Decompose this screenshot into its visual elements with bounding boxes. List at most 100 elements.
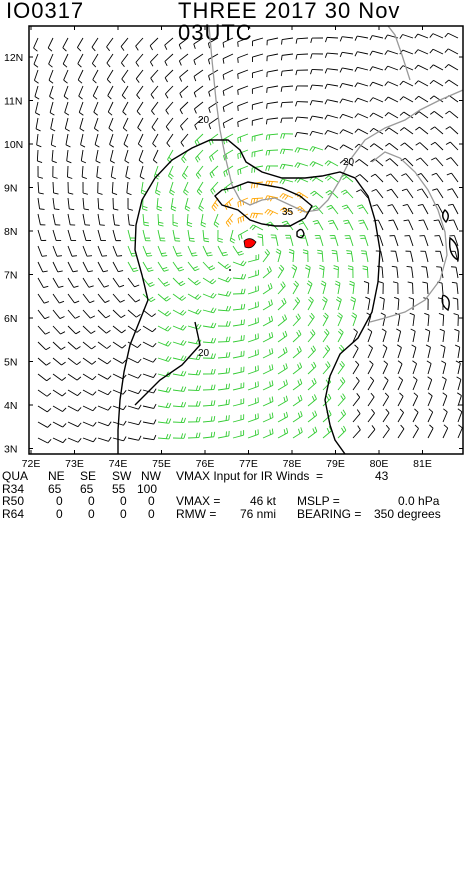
wind-barb: [53, 438, 66, 443]
wind-barb: [349, 281, 354, 294]
lat-label: 5N: [4, 357, 17, 369]
wind-barb: [203, 308, 216, 313]
wind-barb: [38, 310, 49, 319]
wind-barb: [68, 278, 79, 287]
wind-barb: [83, 438, 96, 442]
wind-barb: [310, 147, 323, 152]
wind-barb: [151, 102, 158, 115]
wind-barb: [96, 150, 100, 163]
wind-barb: [311, 54, 323, 59]
wind-barb: [158, 310, 171, 316]
wind-barb: [203, 369, 215, 374]
wind-barb: [173, 230, 180, 241]
wind-barb: [218, 230, 223, 242]
wind-barb: [335, 281, 340, 294]
wind-barb: [218, 384, 230, 390]
wind-barb: [425, 329, 430, 342]
wind-barb: [368, 425, 375, 438]
wind-barb: [171, 198, 176, 211]
wind-barb: [353, 361, 359, 374]
wind-barb: [128, 405, 141, 409]
wind-barb: [411, 329, 415, 342]
wind-barb: [38, 406, 51, 412]
wind-barb: [65, 118, 69, 131]
wind-barb: [372, 189, 383, 198]
wind-barb: [417, 189, 428, 198]
wind-barb: [83, 294, 94, 303]
wind-barb: [53, 374, 66, 380]
wind-barb: [442, 377, 446, 390]
wind-barb: [340, 99, 353, 103]
wind-barb: [342, 205, 353, 214]
wind-barb: [199, 198, 204, 211]
wind-barb: [179, 38, 188, 49]
wind-barb: [238, 134, 248, 143]
wind-barb: [370, 98, 383, 102]
lat-label: 10N: [4, 139, 23, 151]
wind-barb: [143, 326, 156, 332]
wind-barb: [128, 294, 140, 302]
wind-barb: [98, 230, 106, 241]
wind-barb: [370, 82, 383, 86]
wind-barb: [418, 204, 428, 214]
wind-barb: [280, 179, 293, 184]
wind-barb: [209, 150, 218, 162]
wind-barb: [390, 236, 398, 246]
wind-barb: [203, 230, 209, 242]
wind-barb: [278, 347, 287, 358]
wind-barb: [158, 403, 171, 408]
wind-barb: [343, 220, 353, 230]
wind-barb: [38, 358, 50, 365]
wind-barb: [38, 422, 51, 427]
wind-barb: [78, 54, 83, 67]
wind-barb: [51, 134, 56, 147]
wind-barb: [98, 374, 111, 379]
wind-barb: [37, 150, 42, 163]
wind-barb: [278, 315, 287, 326]
wind-barb: [285, 235, 293, 246]
wind-barb: [170, 182, 175, 195]
wind-barb: [98, 358, 111, 364]
wind-barb: [153, 134, 158, 147]
wind-barb: [98, 294, 109, 303]
wind-barb: [173, 325, 186, 330]
wind-barb: [355, 36, 368, 41]
wind-barb: [68, 326, 80, 334]
wind-barb: [325, 84, 338, 89]
wind-barb: [371, 174, 383, 182]
wind-barb: [267, 38, 278, 45]
wind-barb: [98, 390, 111, 395]
wind-barb: [267, 70, 278, 77]
wind-barb: [98, 437, 111, 441]
wind-barb: [325, 130, 338, 134]
wind-barb: [446, 127, 458, 134]
wind-barb: [428, 377, 432, 390]
wind-barb: [83, 214, 90, 225]
wind-barb: [203, 432, 215, 438]
wind-barb: [289, 249, 294, 262]
wind-barb: [278, 380, 287, 390]
wind-barb: [218, 262, 231, 269]
wind-barb: [218, 306, 231, 311]
wind-barb: [143, 373, 156, 377]
wind-barb: [295, 163, 308, 168]
wind-barb: [203, 338, 216, 343]
wind-barb: [218, 368, 230, 374]
wind-barb: [92, 38, 98, 51]
wind-barb: [68, 438, 81, 442]
wind-barb: [454, 329, 459, 342]
wind-barb: [238, 230, 248, 240]
wind-barb: [368, 345, 373, 358]
coastlines: [209, 22, 463, 322]
wind-barb: [385, 113, 398, 118]
wind-barb: [158, 434, 171, 439]
wind-barb: [158, 262, 169, 271]
wind-barb: [111, 166, 116, 179]
lon-label: 81E: [413, 458, 432, 470]
wind-barb: [35, 86, 39, 99]
wind-barb: [53, 230, 61, 241]
wind-barb: [281, 102, 293, 107]
wind-barb: [458, 409, 462, 422]
wind-barb: [325, 146, 338, 150]
wind-barbs: [34, 33, 463, 443]
